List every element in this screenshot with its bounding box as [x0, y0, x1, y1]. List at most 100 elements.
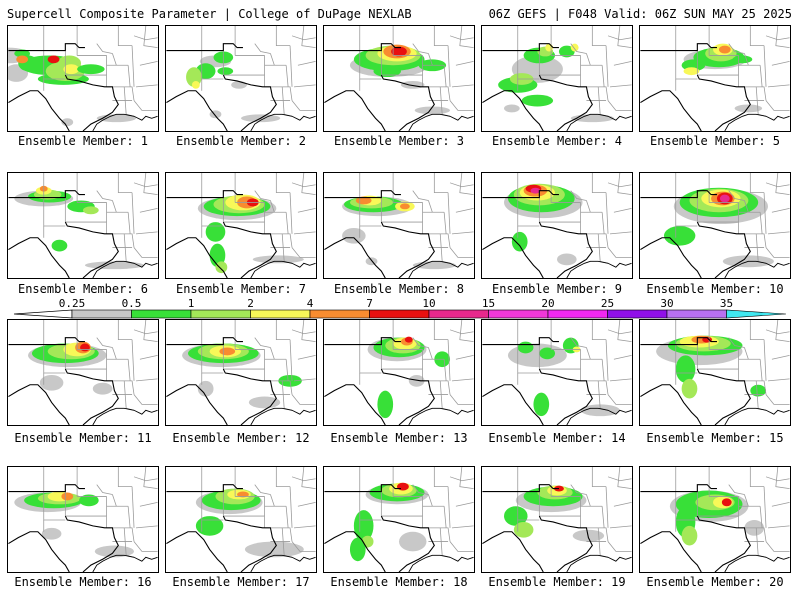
state-border	[133, 541, 158, 552]
state-border	[447, 339, 451, 381]
scp-contour-yellow	[570, 43, 579, 52]
colorbar-tick-label: 25	[601, 297, 614, 310]
state-border	[570, 190, 587, 201]
state-border	[143, 467, 158, 489]
state-border	[139, 60, 158, 66]
gulf-coastline	[724, 260, 790, 278]
state-border	[293, 231, 316, 235]
ensemble-member-map	[639, 466, 791, 573]
gulf-coastline	[408, 260, 474, 278]
scp-contour-green	[373, 65, 401, 78]
country-border	[324, 190, 401, 199]
colorbar-tick-label: 15	[482, 297, 495, 310]
scp-contour-green	[675, 355, 696, 383]
state-border	[133, 247, 158, 258]
scp-contour-green	[14, 49, 31, 58]
country-border	[482, 221, 593, 278]
state-border	[449, 247, 474, 258]
scp-field	[640, 320, 790, 425]
scp-contour-gray	[248, 396, 281, 409]
country-border	[482, 43, 559, 52]
ensemble-member-map	[323, 25, 475, 132]
scp-field	[640, 26, 790, 131]
scp-contour-green	[533, 392, 550, 417]
ensemble-member-label: Ensemble Member: 2	[175, 134, 307, 148]
state-border	[127, 506, 131, 528]
ensemble-member-label: Ensemble Member: 15	[646, 431, 784, 445]
state-border	[289, 45, 293, 87]
country-border	[482, 74, 593, 131]
state-border	[749, 467, 765, 488]
gulf-coastline	[566, 407, 632, 425]
state-border	[759, 212, 763, 234]
scp-contour-red	[80, 343, 90, 352]
state-border	[449, 541, 474, 552]
state-border	[771, 354, 790, 360]
scp-contour-green	[209, 243, 226, 268]
country-border	[482, 484, 559, 493]
ensemble-member-map	[481, 466, 633, 573]
state-border	[607, 100, 632, 111]
scp-contour-green	[195, 516, 224, 536]
state-border	[570, 484, 587, 495]
ensemble-member-map	[7, 172, 159, 279]
state-border	[738, 380, 767, 395]
country-border	[8, 190, 85, 199]
state-border	[112, 200, 117, 213]
ensemble-member-map	[481, 319, 633, 426]
state-border	[738, 527, 767, 542]
state-border	[605, 45, 609, 87]
scp-field	[8, 467, 158, 572]
scp-contour-gray	[734, 104, 763, 113]
scp-field	[482, 26, 632, 131]
state-border	[765, 476, 790, 482]
state-border	[301, 467, 316, 489]
scp-contour-gray	[580, 404, 620, 417]
state-border	[133, 394, 158, 405]
country-border	[482, 190, 559, 199]
state-border	[449, 182, 474, 188]
state-border	[131, 45, 135, 87]
scp-contour-green	[79, 494, 99, 507]
ensemble-member-label: Ensemble Member: 18	[330, 575, 468, 589]
colorbar-tick-label: 7	[366, 297, 373, 310]
state-border	[767, 378, 790, 382]
state-border	[443, 359, 447, 381]
country-border	[640, 74, 751, 131]
scp-field	[166, 173, 316, 278]
colorbar-swatch	[607, 309, 668, 319]
scp-contour-gray	[252, 255, 304, 264]
state-border	[117, 26, 133, 47]
scp-contour-lime	[215, 261, 228, 274]
chart-title: Supercell Composite Parameter | College …	[7, 7, 412, 21]
state-border	[133, 476, 158, 482]
state-border	[270, 494, 275, 507]
state-border	[765, 35, 790, 41]
scp-field	[482, 320, 632, 425]
gulf-coastline	[566, 260, 632, 278]
ensemble-member-label: Ensemble Member: 17	[172, 575, 310, 589]
ensemble-member-map	[165, 319, 317, 426]
state-border	[607, 247, 632, 258]
state-border	[135, 525, 158, 529]
country-border	[166, 337, 243, 346]
state-border	[289, 339, 293, 381]
state-border	[291, 329, 316, 335]
country-border	[166, 221, 277, 278]
state-border	[607, 394, 632, 405]
ensemble-member-label: Ensemble Member: 10	[646, 282, 784, 296]
state-border	[613, 60, 632, 66]
colorbar-tick-label: 2	[247, 297, 254, 310]
country-border	[324, 43, 401, 52]
country-border	[640, 190, 717, 199]
scp-contour-green	[539, 347, 556, 360]
state-border	[131, 486, 135, 528]
country-border	[482, 368, 593, 425]
state-border	[127, 359, 131, 381]
state-border	[447, 486, 451, 528]
state-border	[275, 467, 291, 488]
scp-field	[324, 467, 474, 572]
state-border	[412, 337, 429, 348]
colorbar-tick-label: 4	[307, 297, 314, 310]
state-border	[738, 233, 767, 248]
